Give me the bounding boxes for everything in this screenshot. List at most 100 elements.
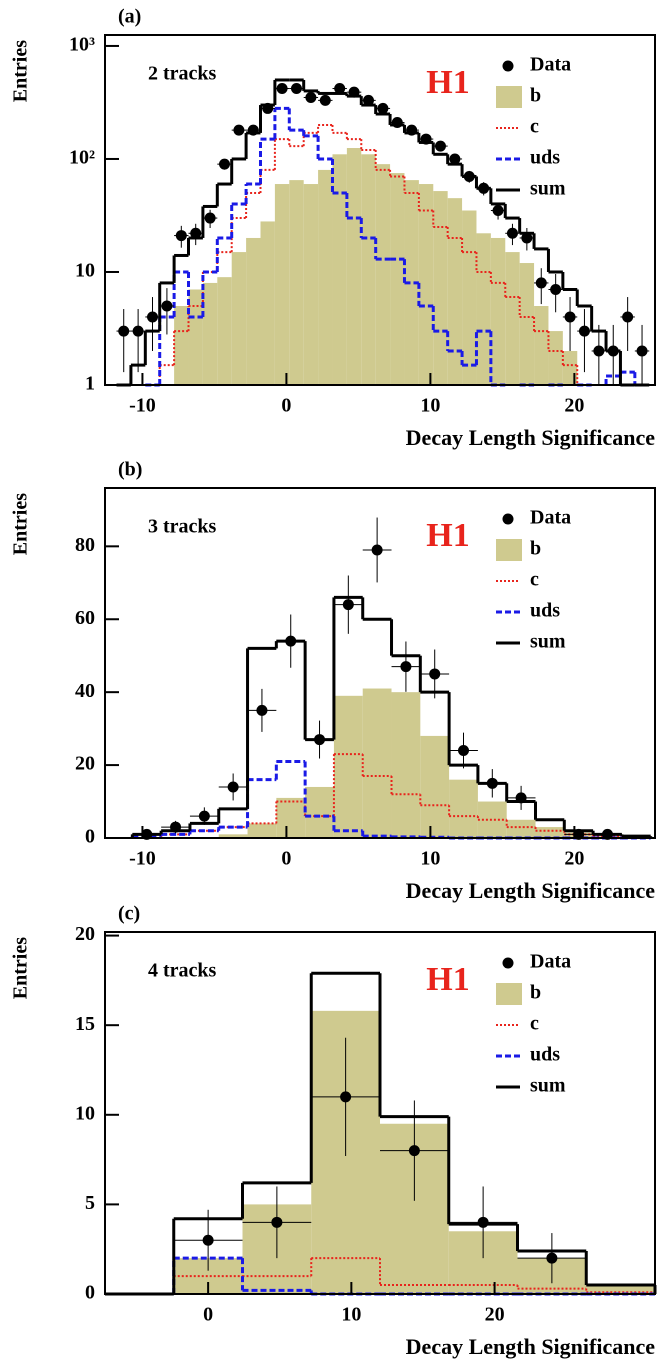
legend-label: b: [530, 85, 541, 107]
data-point: [132, 325, 144, 337]
bar: [332, 154, 347, 385]
panel-title: (b): [118, 459, 142, 481]
legend-label: Data: [530, 54, 571, 76]
data-point: [400, 661, 412, 673]
data-point: [521, 232, 533, 244]
x-axis-label: Decay Length Significance: [406, 1334, 656, 1359]
bar: [506, 819, 536, 838]
bar: [231, 252, 247, 385]
legend-label: sum: [530, 631, 566, 653]
bar: [246, 237, 261, 385]
bar: [276, 797, 306, 838]
data-point: [247, 124, 259, 136]
y-axis-label: Entries: [10, 493, 32, 555]
bar: [548, 331, 563, 385]
data-point: [406, 124, 418, 136]
legend-label: c: [530, 1013, 539, 1035]
data-point: [478, 182, 490, 194]
panel-title: (c): [118, 903, 140, 925]
bar: [260, 221, 275, 385]
x-tick-label: 0: [281, 848, 291, 870]
bar: [333, 695, 363, 838]
plot-frame: [104, 487, 656, 839]
data-point: [362, 94, 374, 106]
data-point: [285, 635, 297, 647]
bar: [362, 688, 392, 838]
data-point: [371, 544, 383, 556]
data-point: [319, 94, 331, 106]
legend-swatch: [496, 983, 522, 1005]
data-point: [342, 599, 354, 611]
data-point: [334, 83, 346, 95]
bar: [586, 1285, 655, 1294]
bar: [361, 154, 376, 385]
bar: [390, 173, 405, 385]
bar: [418, 184, 434, 385]
x-axis-label: Decay Length Significance: [406, 425, 656, 450]
data-point: [271, 1216, 283, 1228]
y-tick-label: 10: [75, 260, 95, 282]
logo: H1: [426, 64, 469, 101]
bar: [218, 834, 248, 838]
y-tick-label: 10³: [69, 34, 95, 56]
data-point: [420, 133, 432, 145]
x-tick-label: 10: [420, 395, 440, 417]
data-point: [170, 821, 182, 833]
bar: [404, 180, 419, 385]
data-point: [391, 117, 403, 129]
y-tick-label: 1: [85, 373, 95, 395]
data-point: [202, 1234, 214, 1246]
bar: [274, 184, 290, 385]
bar: [447, 198, 463, 385]
bar: [505, 252, 520, 385]
legend-swatch: [496, 539, 522, 561]
data-point: [506, 227, 518, 239]
data-point: [314, 734, 326, 746]
x-tick-label: 0: [203, 1304, 213, 1326]
bar: [247, 823, 277, 838]
data-point: [408, 1145, 420, 1157]
x-axis-label: Decay Length Significance: [406, 878, 656, 903]
data-point: [622, 311, 634, 323]
legend-swatch: [496, 86, 522, 108]
bar: [303, 184, 319, 385]
x-tick-label: 10: [420, 848, 440, 870]
data-point: [290, 83, 302, 95]
data-point: [535, 277, 547, 289]
data-point: [593, 345, 605, 357]
data-point: [449, 153, 461, 165]
bar: [433, 191, 448, 385]
bar: [174, 306, 189, 385]
legend-label: sum: [530, 1075, 566, 1097]
annotation: 4 tracks: [148, 960, 217, 982]
bar: [202, 282, 218, 385]
plot-frame: [104, 34, 656, 386]
x-tick-label: 20: [564, 848, 584, 870]
y-tick-label: 60: [75, 607, 95, 629]
data-point: [118, 325, 130, 337]
data-point: [458, 745, 470, 756]
legend-label: sum: [530, 178, 566, 200]
data-point: [377, 102, 389, 114]
legend-label: b: [530, 982, 541, 1004]
legend-label: uds: [530, 600, 560, 622]
bar: [462, 210, 477, 385]
y-tick-label: 10: [75, 1102, 95, 1124]
plot-frame: [104, 931, 656, 1295]
x-tick-label: -10: [129, 848, 156, 870]
x-tick-label: -10: [129, 395, 156, 417]
data-point: [190, 227, 202, 239]
bar: [490, 237, 506, 385]
data-point: [429, 668, 441, 680]
legend-label: c: [530, 116, 539, 138]
data-point: [348, 86, 360, 98]
data-point: [219, 158, 231, 170]
logo: H1: [426, 961, 469, 998]
legend-label: uds: [530, 1044, 560, 1066]
legend-label: Data: [530, 951, 571, 973]
data-point: [198, 810, 210, 822]
data-point: [463, 170, 475, 182]
data-point: [175, 230, 187, 242]
data-point: [434, 140, 446, 152]
y-tick-label: 20: [75, 753, 95, 775]
